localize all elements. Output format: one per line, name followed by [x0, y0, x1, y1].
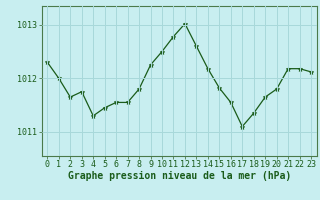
X-axis label: Graphe pression niveau de la mer (hPa): Graphe pression niveau de la mer (hPa) — [68, 171, 291, 181]
